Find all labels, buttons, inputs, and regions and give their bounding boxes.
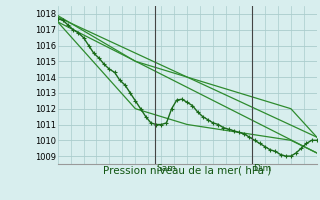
Text: Dim: Dim [253, 164, 272, 173]
Text: Sam: Sam [156, 164, 176, 173]
Text: Pression niveau de la mer( hPa ): Pression niveau de la mer( hPa ) [103, 166, 271, 176]
